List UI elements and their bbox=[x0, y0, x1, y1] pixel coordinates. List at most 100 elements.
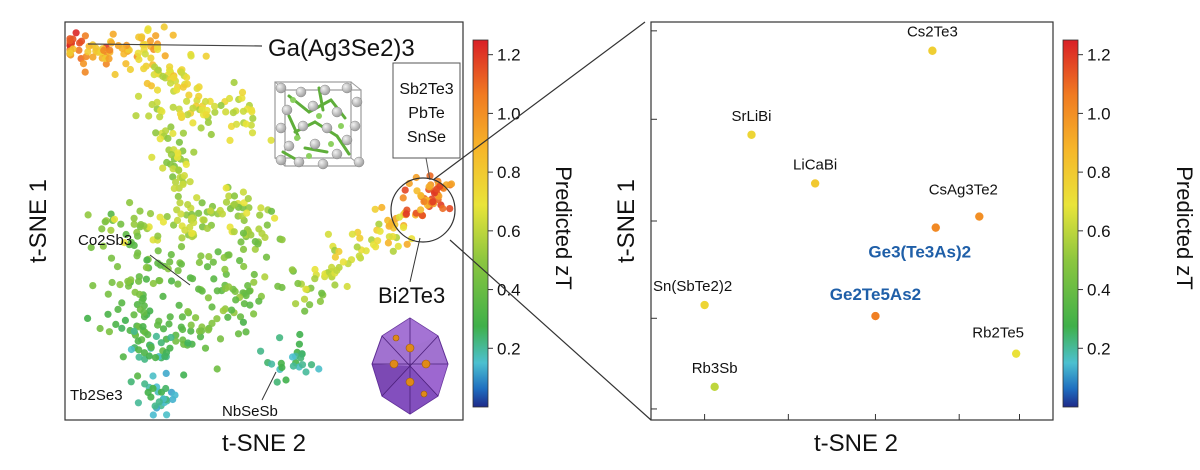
left-scatter-point bbox=[187, 327, 195, 335]
left-scatter-point bbox=[163, 213, 171, 221]
left-scatter-point bbox=[333, 266, 341, 274]
left-scatter-point bbox=[239, 229, 248, 237]
left-scatter-point bbox=[165, 320, 173, 328]
left-scatter-point bbox=[263, 221, 271, 229]
left-scatter-point bbox=[163, 158, 171, 167]
left-scatter-point bbox=[105, 55, 113, 63]
left-scatter-point bbox=[99, 242, 107, 250]
right-colorbar-tick-label: 0.6 bbox=[1087, 222, 1111, 241]
left-scatter-point bbox=[222, 184, 230, 192]
right-point-label: Sn(SbTe2)2 bbox=[653, 278, 732, 295]
left-scatter-point bbox=[198, 106, 206, 114]
left-scatter-point bbox=[156, 261, 165, 269]
left-scatter-point bbox=[256, 211, 264, 219]
right-scatter-point bbox=[930, 222, 941, 233]
left-scatter-point bbox=[395, 213, 403, 221]
left-scatter-point bbox=[126, 199, 134, 207]
left-scatter-point bbox=[399, 194, 407, 202]
left-scatter-point bbox=[162, 127, 170, 135]
right-point-label: Rb3Sb bbox=[692, 360, 738, 377]
left-scatter-point bbox=[245, 287, 253, 295]
left-scatter-point bbox=[163, 411, 171, 419]
left-scatter-point bbox=[278, 236, 286, 244]
left-scatter-point bbox=[195, 327, 204, 335]
left-scatter-point bbox=[141, 50, 149, 58]
compound-box bbox=[392, 62, 461, 159]
left-scatter-point bbox=[447, 180, 456, 188]
co2sb3-label: Co2Sb3 bbox=[78, 232, 132, 249]
left-scatter-point bbox=[307, 361, 316, 369]
right-scatter-point bbox=[870, 311, 881, 321]
left-scatter-point bbox=[232, 296, 240, 304]
left-scatter-point bbox=[157, 339, 165, 347]
left-scatter-point bbox=[417, 206, 425, 214]
left-scatter-point bbox=[146, 210, 155, 218]
left-scatter-point bbox=[84, 211, 92, 219]
left-scatter-point bbox=[297, 354, 305, 362]
left-scatter-point bbox=[130, 220, 138, 228]
left-scatter-point bbox=[171, 391, 179, 399]
left-scatter-point bbox=[232, 120, 241, 128]
left-scatter-point bbox=[273, 378, 281, 386]
left-scatter-point bbox=[189, 119, 197, 127]
left-scatter-point bbox=[196, 333, 205, 341]
left-scatter-point bbox=[316, 297, 324, 305]
left-scatter-point bbox=[108, 278, 116, 287]
left-scatter-point bbox=[149, 372, 157, 380]
left-scatter-point bbox=[107, 226, 115, 234]
ga-label: Ga(Ag3Se2)3 bbox=[268, 35, 415, 62]
left-scatter-point bbox=[420, 198, 428, 206]
right-colorbar-tick-label: 1.2 bbox=[1087, 46, 1111, 65]
left-scatter-point bbox=[188, 229, 196, 237]
left-scatter-point bbox=[140, 65, 148, 73]
left-scatter-point bbox=[446, 205, 454, 213]
left-scatter-point bbox=[267, 207, 276, 215]
left-scatter-point bbox=[188, 214, 196, 222]
left-scatter-point bbox=[104, 290, 112, 298]
left-scatter-point bbox=[249, 114, 257, 122]
left-scatter-point bbox=[177, 68, 185, 76]
left-scatter-point bbox=[302, 285, 310, 293]
left-scatter-point bbox=[152, 129, 160, 137]
left-scatter-point bbox=[161, 52, 169, 60]
left-scatter-point bbox=[177, 323, 185, 331]
left-scatter-point bbox=[127, 345, 135, 354]
left-scatter-point bbox=[117, 220, 125, 228]
left-scatter-point bbox=[130, 311, 138, 319]
left-scatter-point bbox=[245, 204, 253, 212]
box-label-snse: SnSe bbox=[407, 129, 446, 146]
left-scatter-point bbox=[116, 281, 124, 289]
left-scatter-point bbox=[186, 178, 194, 186]
left-scatter-point bbox=[192, 314, 200, 322]
left-scatter-point bbox=[173, 216, 182, 224]
left-scatter-point bbox=[142, 275, 150, 283]
left-scatter-point bbox=[152, 32, 160, 40]
left-scatter-point bbox=[156, 113, 164, 121]
left-scatter-point bbox=[276, 334, 284, 342]
left-scatter-point bbox=[169, 31, 177, 39]
left-scatter-point bbox=[261, 273, 269, 281]
left-scatter-point bbox=[318, 289, 326, 297]
left-scatter-point bbox=[328, 263, 336, 271]
left-scatter-point bbox=[204, 326, 212, 334]
left-scatter-point bbox=[167, 251, 175, 259]
left-scatter-point bbox=[236, 313, 245, 321]
left-scatter-point bbox=[166, 258, 174, 266]
left-scatter-point bbox=[184, 339, 192, 347]
left-scatter-point bbox=[184, 111, 192, 119]
left-scatter-point bbox=[402, 210, 410, 218]
right-colorbar: 0.2 0.4 0.6 0.8 1.0 1.2 Predicted zT bbox=[1062, 39, 1197, 408]
left-scatter-point bbox=[66, 49, 74, 57]
left-scatter-point bbox=[127, 378, 135, 386]
left-colorbar-label: Predicted zT bbox=[551, 166, 576, 290]
left-scatter-point bbox=[134, 232, 142, 240]
left-scatter-point bbox=[159, 218, 167, 226]
left-scatter-point bbox=[255, 297, 263, 305]
left-scatter-point bbox=[149, 384, 157, 392]
left-scatter-point bbox=[246, 301, 254, 309]
left-scatter-point bbox=[221, 265, 229, 273]
left-scatter-point bbox=[248, 129, 257, 137]
left-scatter-point bbox=[228, 306, 236, 314]
left-scatter-point bbox=[135, 346, 143, 354]
